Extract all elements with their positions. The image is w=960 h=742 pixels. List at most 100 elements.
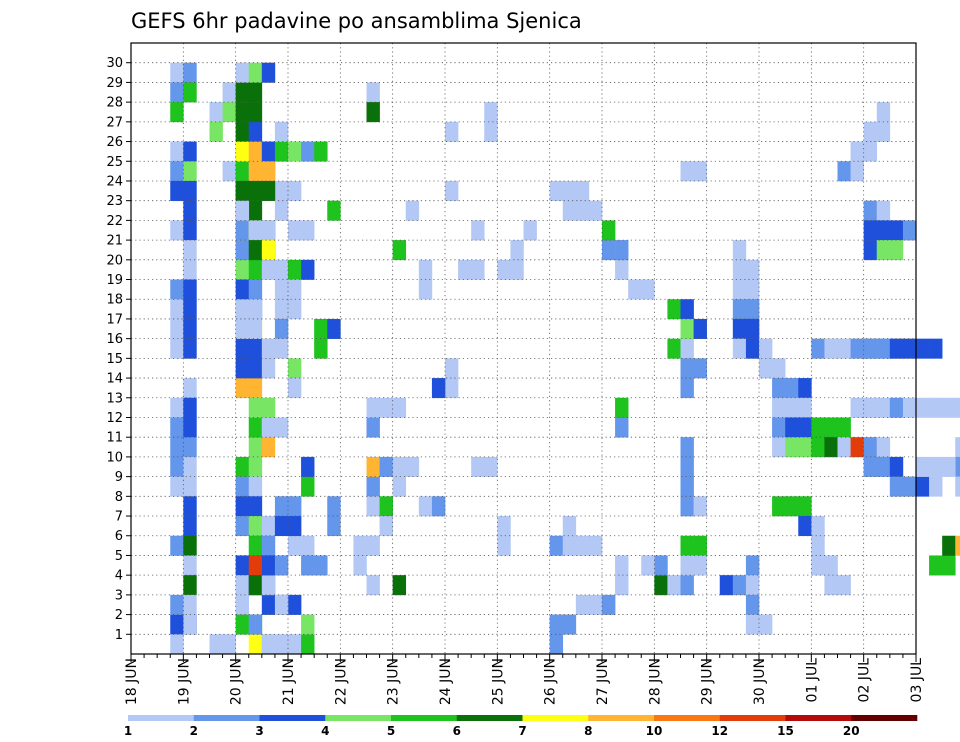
y-tick-label: 21 (106, 234, 123, 249)
heatmap-cell (850, 338, 864, 359)
heatmap-cell (248, 496, 263, 517)
heatmap-cell (366, 476, 380, 497)
heatmap-cell (680, 575, 694, 596)
heatmap-cell (863, 437, 878, 458)
colorbar-swatch (588, 715, 655, 721)
heatmap-cell (261, 397, 276, 418)
heatmap-cell (288, 220, 302, 241)
heatmap-cell (183, 141, 197, 162)
heatmap-cell (889, 240, 904, 261)
heatmap-cell (798, 378, 812, 399)
heatmap-cell (248, 575, 263, 596)
heatmap-cell (955, 437, 960, 458)
x-tick-label: 24 JUN (438, 658, 454, 705)
heatmap-cell (274, 594, 289, 615)
heatmap-cell (261, 259, 276, 280)
heatmap-cell (183, 496, 197, 517)
heatmap-cell (889, 220, 904, 241)
heatmap-cell (235, 555, 250, 576)
heatmap-cell (798, 516, 812, 537)
heatmap-cell (235, 575, 250, 596)
heatmap-cell (327, 200, 341, 221)
heatmap-cell (248, 397, 263, 418)
heatmap-cell (379, 456, 393, 477)
heatmap-cell (170, 180, 184, 201)
heatmap-cell (183, 82, 197, 103)
heatmap-cell (824, 555, 838, 576)
heatmap-cell (562, 200, 577, 221)
heatmap-cell (248, 141, 263, 162)
heatmap-cell (222, 102, 236, 123)
x-tick-label: 02 JUL (857, 658, 873, 703)
heatmap-cell (183, 437, 197, 458)
heatmap-cell (261, 161, 276, 182)
y-tick-label: 27 (106, 115, 123, 130)
heatmap-cell (549, 614, 564, 635)
heatmap-cell (248, 259, 263, 280)
heatmap-cell (183, 614, 197, 635)
heatmap-cell (497, 259, 511, 280)
heatmap-cell (942, 535, 956, 556)
heatmap-cell (811, 516, 825, 537)
heatmap-cell (615, 417, 629, 438)
heatmap-cell (170, 535, 184, 556)
heatmap-cell (837, 161, 851, 182)
heatmap-cell (458, 259, 472, 280)
colorbar-swatch (719, 715, 786, 721)
heatmap-cell (248, 102, 263, 123)
heatmap-cell (575, 200, 590, 221)
heatmap-cell (418, 496, 433, 517)
heatmap-cell (824, 437, 838, 458)
heatmap-cell (732, 318, 747, 339)
heatmap-cell (863, 200, 878, 221)
heatmap-cell (641, 279, 655, 300)
heatmap-cell (353, 535, 367, 556)
x-tick-label: 30 JUN (752, 658, 768, 705)
heatmap-cell (916, 456, 930, 477)
heatmap-cell (183, 535, 197, 556)
heatmap-cell (876, 456, 891, 477)
heatmap-cell (876, 240, 891, 261)
colorbar: 1 2 3 4 5 6 7 8 10 12 15 20 (124, 715, 918, 738)
heatmap-cell (274, 299, 289, 320)
heatmap-cell (811, 417, 825, 438)
heatmap-cell (902, 220, 917, 241)
heatmap-cell (261, 516, 276, 537)
heatmap-cell (641, 555, 655, 576)
heatmap-cell (288, 180, 302, 201)
heatmap-cell (248, 437, 263, 458)
heatmap-cell (785, 378, 799, 399)
heatmap-cell (261, 594, 276, 615)
heatmap-cell (628, 279, 642, 300)
heatmap-cell (876, 102, 891, 123)
heatmap-cell (745, 318, 760, 339)
heatmap-cell (235, 62, 250, 83)
heatmap-cell (732, 575, 747, 596)
heatmap-cell (248, 220, 263, 241)
heatmap-cell (170, 456, 184, 477)
heatmap-cell (274, 259, 289, 280)
heatmap-cell (170, 318, 184, 339)
x-tick-label: 27 JUN (595, 658, 611, 705)
heatmap-cell (759, 358, 773, 379)
heatmap-cell (248, 161, 263, 182)
colorbar-tick-label: 4 (321, 724, 329, 738)
colorbar-tick-label: 7 (518, 724, 526, 738)
heatmap-cell (431, 496, 446, 517)
heatmap-cell (732, 240, 747, 261)
heatmap-cell (863, 121, 878, 142)
heatmap-cell (183, 575, 197, 596)
heatmap-cell (235, 338, 250, 359)
heatmap-cell (274, 318, 289, 339)
heatmap-cell (588, 535, 603, 556)
colorbar-tick-label: 1 (124, 724, 132, 738)
heatmap-cell (902, 476, 917, 497)
colorbar-tick-label: 6 (453, 724, 461, 738)
heatmap-cell (392, 456, 407, 477)
heatmap-cell (379, 496, 393, 517)
heatmap-cell (392, 575, 407, 596)
colorbar-tick-label: 20 (843, 724, 860, 738)
heatmap-cell (209, 121, 223, 142)
heatmap-cell (170, 634, 184, 655)
heatmap-cell (929, 397, 943, 418)
